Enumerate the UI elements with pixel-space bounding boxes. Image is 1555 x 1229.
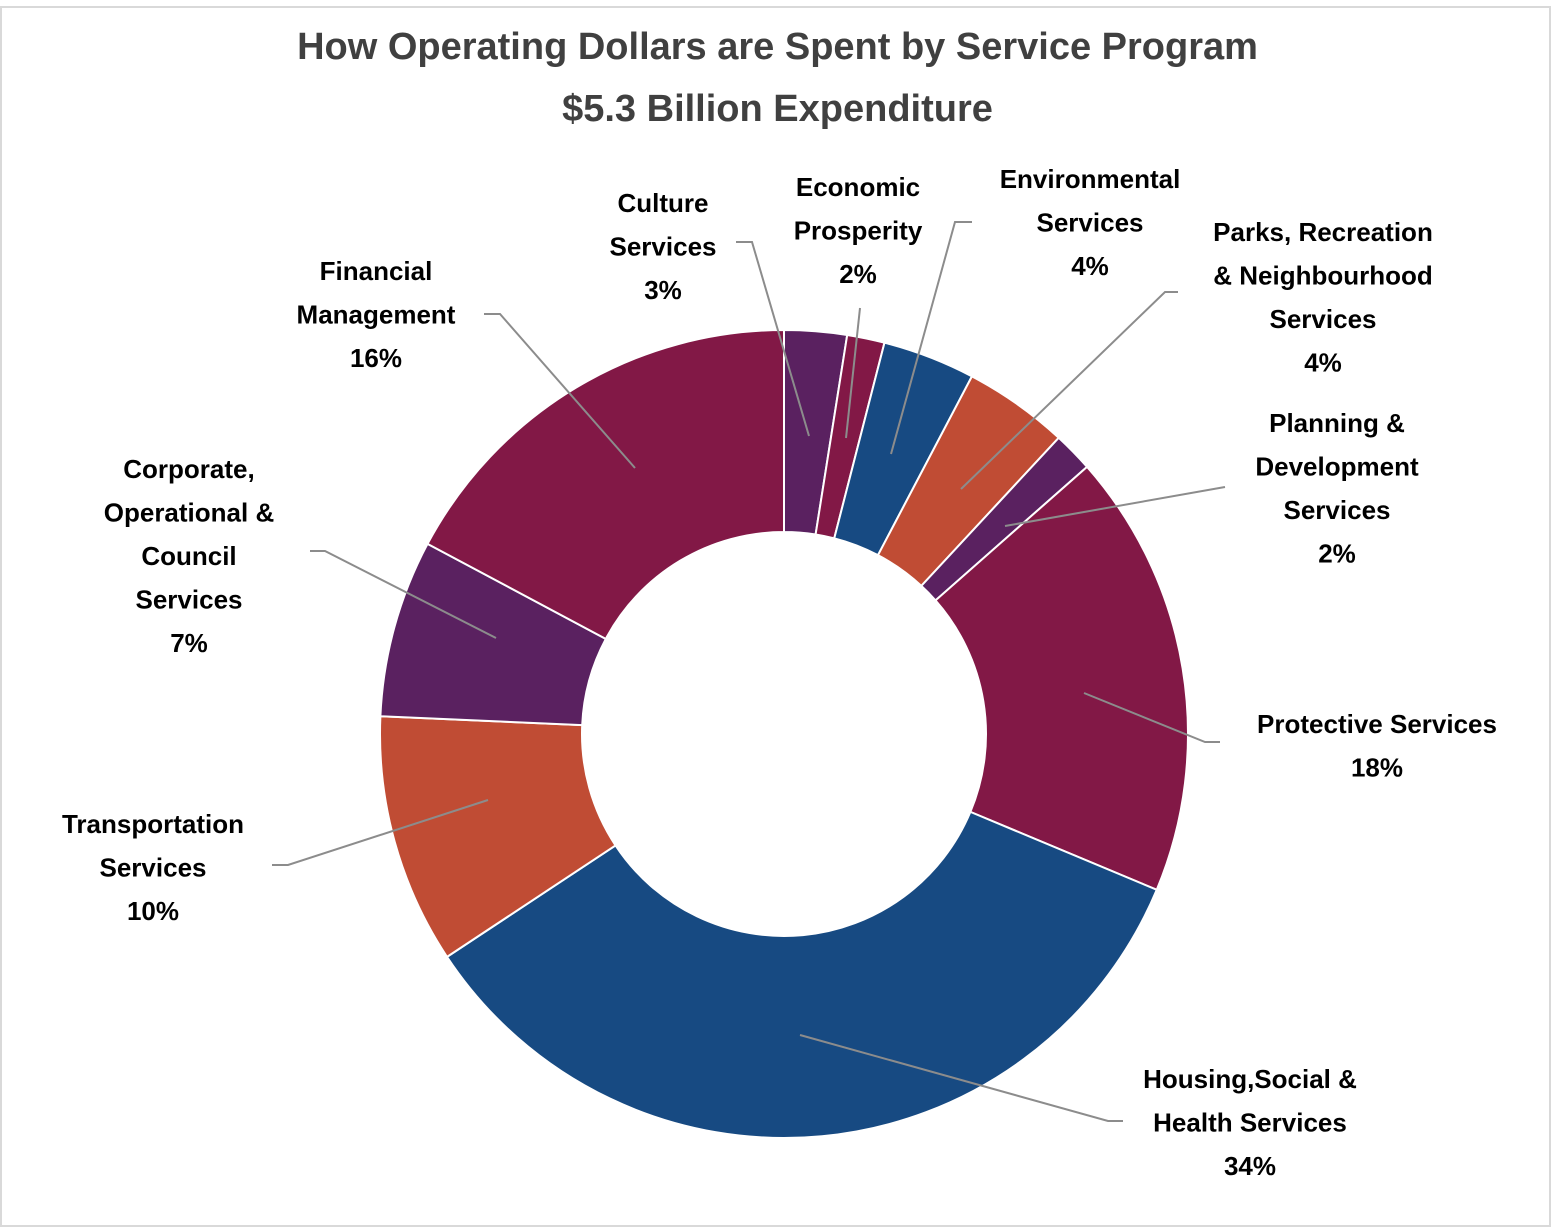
leader-line — [736, 241, 810, 437]
slice-name-label: Planning & — [1269, 408, 1405, 438]
slice-name-label: Council — [141, 541, 236, 571]
slice-percent-label: 2% — [1318, 539, 1356, 569]
slice-name-label: & Neighbourhood — [1213, 261, 1433, 291]
slice-label: Planning & Development Services 2% — [1255, 408, 1419, 569]
slice-name-label: Health Services — [1153, 1108, 1347, 1138]
slice-label: Corporate, Operational & Council Services 7% — [104, 454, 274, 658]
slice-label: Housing,Social & Health Services 34% — [1143, 1064, 1357, 1181]
slice-name-label: Operational & — [104, 498, 274, 528]
slice-housing-social-health-services — [445, 810, 1159, 1139]
slice-name-label: Culture — [618, 188, 709, 218]
leader-line — [484, 313, 636, 469]
slice-name-label: Corporate, — [123, 454, 254, 484]
slice-percent-label: 34% — [1224, 1151, 1276, 1181]
leader-line — [310, 550, 497, 639]
slice-transportation-services — [379, 715, 617, 959]
slice-label: Parks, Recreation & Neighbourhood Services… — [1213, 217, 1433, 378]
slice-name-label: Transportation — [62, 809, 244, 839]
slice-name-label: Development — [1255, 452, 1419, 482]
slice-name-label: Parks, Recreation — [1213, 217, 1433, 247]
leader-line — [845, 307, 861, 439]
slice-financial-management — [426, 328, 785, 641]
slice-name-label: Environmental — [1000, 164, 1181, 194]
slice-name-label: Financial — [320, 256, 433, 286]
leader-line — [799, 1034, 1123, 1122]
slice-name-label: Services — [100, 853, 207, 883]
slice-percent-label: 10% — [127, 896, 179, 926]
leader-line — [1004, 486, 1226, 527]
slice-name-label: Services — [136, 585, 243, 615]
slice-protective-services — [934, 465, 1189, 892]
slice-name-label: Services — [1037, 208, 1144, 238]
slice-percent-label: 2% — [839, 259, 877, 289]
slice-percent-label: 7% — [170, 628, 208, 658]
slice-name-label: Prosperity — [794, 216, 923, 246]
slice-percent-label: 16% — [350, 343, 402, 373]
slice-percent-label: 3% — [644, 275, 682, 305]
chart-title: How Operating Dollars are Spent by Servi… — [297, 26, 1258, 68]
slice-label: Protective Services 18% — [1257, 709, 1497, 783]
slice-label: Environmental Services 4% — [1000, 164, 1181, 281]
slice-label: Culture Services 3% — [610, 188, 717, 305]
slice-name-label: Services — [1284, 495, 1391, 525]
slice-label: Transportation Services 10% — [62, 809, 244, 926]
slice-label: Financial Management 16% — [297, 256, 456, 373]
slice-percent-label: 4% — [1304, 348, 1342, 378]
leader-line — [890, 221, 972, 455]
slice-percent-label: 18% — [1351, 753, 1403, 783]
slice-percent-label: 4% — [1071, 251, 1109, 281]
slice-name-label: Services — [610, 232, 717, 262]
leader-line — [1083, 692, 1220, 743]
slice-name-label: Protective Services — [1257, 709, 1497, 739]
slice-label: Economic Prosperity 2% — [794, 172, 923, 289]
leader-line — [960, 291, 1178, 490]
slice-name-label: Economic — [796, 172, 920, 202]
chart-subtitle: $5.3 Billion Expenditure — [562, 88, 993, 130]
leader-line — [272, 799, 489, 866]
slice-name-label: Housing,Social & — [1143, 1064, 1357, 1094]
slice-name-label: Services — [1270, 304, 1377, 334]
slice-name-label: Management — [297, 300, 456, 330]
